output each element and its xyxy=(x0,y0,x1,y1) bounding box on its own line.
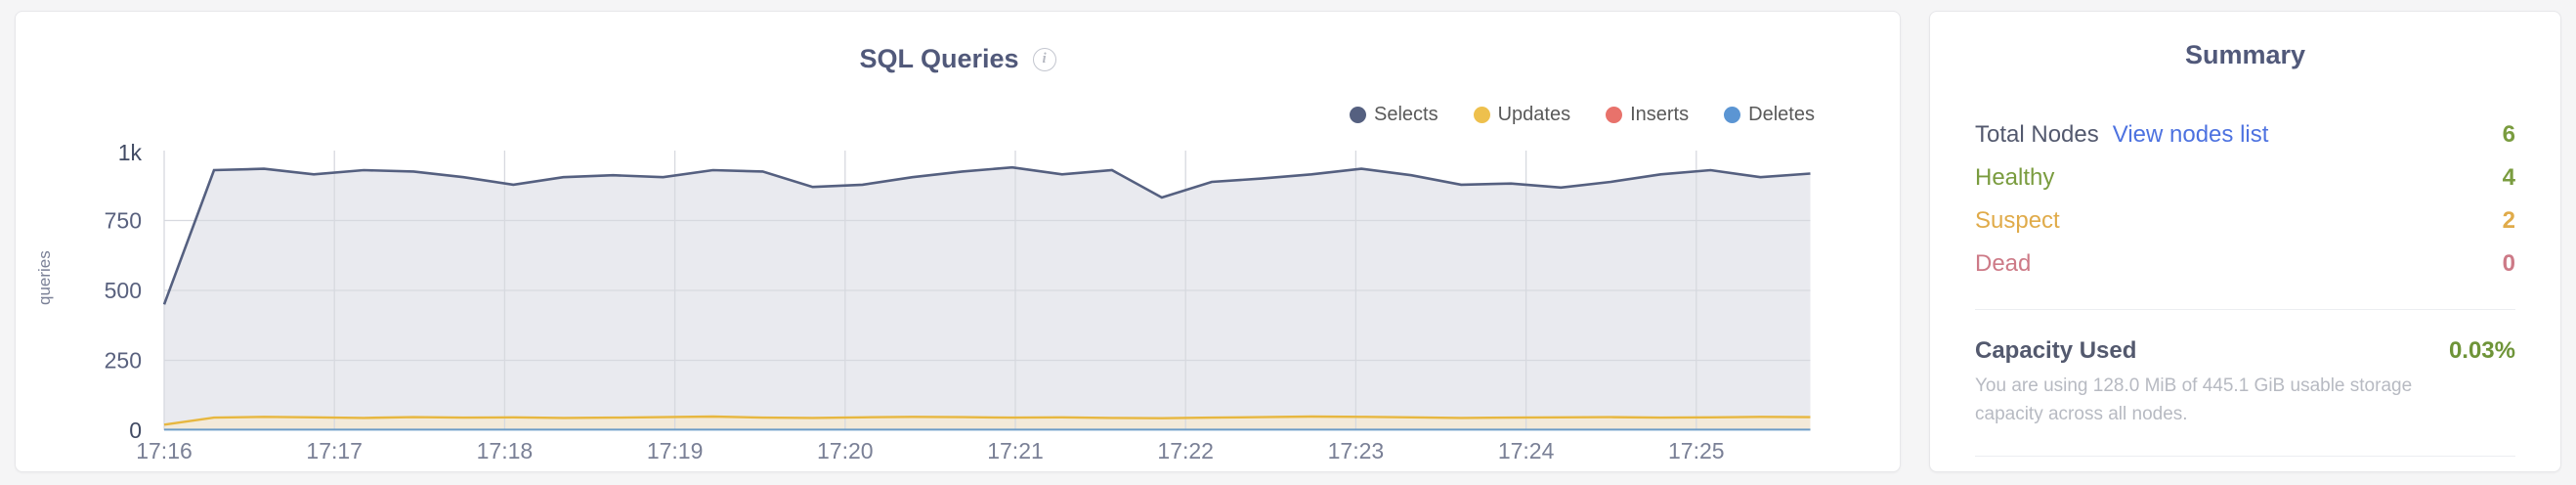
svg-text:17:18: 17:18 xyxy=(477,438,534,463)
svg-text:17:20: 17:20 xyxy=(817,438,874,463)
svg-text:17:19: 17:19 xyxy=(647,438,704,463)
svg-text:500: 500 xyxy=(105,278,142,303)
svg-text:750: 750 xyxy=(105,208,142,234)
svg-text:17:24: 17:24 xyxy=(1498,438,1555,463)
svg-text:17:25: 17:25 xyxy=(1668,438,1725,463)
svg-text:17:22: 17:22 xyxy=(1157,438,1214,463)
svg-text:17:21: 17:21 xyxy=(987,438,1044,463)
svg-text:17:23: 17:23 xyxy=(1328,438,1385,463)
svg-text:17:16: 17:16 xyxy=(136,438,193,463)
svg-text:1k: 1k xyxy=(118,140,143,165)
svg-text:250: 250 xyxy=(105,348,142,374)
svg-text:17:17: 17:17 xyxy=(306,438,363,463)
